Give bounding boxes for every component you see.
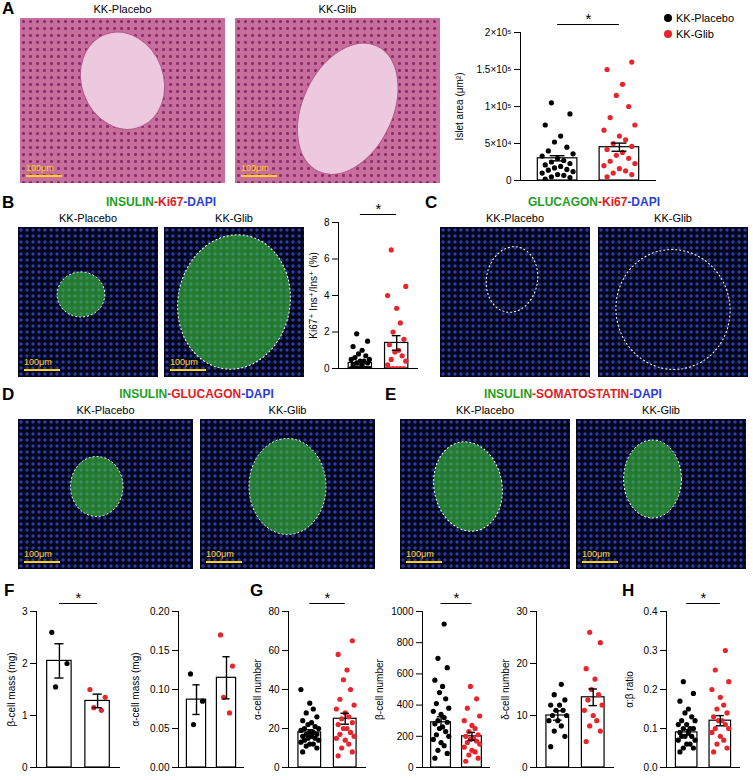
svg-text:α-cell mass (mg): α-cell mass (mg) [130,652,141,726]
html-text:H: H [622,581,635,600]
svg-text:10: 10 [516,710,528,721]
html-text:100μm: 100μm [406,549,434,559]
html-text:INSULIN -SOMATOSTATIN -DAPI: INSULIN -SOMATOSTATIN -DAPI [484,387,662,401]
html-text:100μm: 100μm [241,163,269,173]
svg-text:0.15: 0.15 [150,645,170,656]
svg-text:α-cell number: α-cell number [252,658,263,719]
svg-text:30: 30 [516,606,528,617]
svg-text:400: 400 [397,699,414,710]
html-text:100μm: 100μm [24,549,52,559]
html-text:B: B [2,193,15,212]
html-text:KK-Glib: KK-Glib [268,404,307,416]
html-text:KK-Placebo: KK-Placebo [93,3,152,15]
svg-text:δ-cell number: δ-cell number [500,659,511,720]
html-text:100μm: 100μm [24,357,52,367]
html-text:C: C [425,193,438,212]
svg-text:β-cell mass (mg): β-cell mass (mg) [6,652,17,726]
svg-text:40: 40 [268,684,280,695]
html-text:100μm: 100μm [206,549,234,559]
html-text:INSULIN -GLUCAGON -DAPI: INSULIN -GLUCAGON -DAPI [119,387,274,401]
svg-text:0.1: 0.1 [644,723,658,734]
svg-text:0.05: 0.05 [150,723,170,734]
html-text:KK-Glib: KK-Glib [676,28,714,40]
svg-text:Ki67⁺ Ins⁺/Ins⁺ (%): Ki67⁺ Ins⁺/Ins⁺ (%) [308,252,319,338]
svg-text:0: 0 [22,762,28,773]
svg-text:0.10: 0.10 [150,684,170,695]
html-text:KK-Placebo: KK-Placebo [59,212,117,224]
html-text:E: E [385,385,397,404]
html-text:KK-Placebo: KK-Placebo [456,404,514,416]
svg-text:4: 4 [324,290,330,301]
svg-text:0: 0 [506,175,512,186]
svg-text:0.4: 0.4 [644,606,658,617]
svg-text:0: 0 [408,762,414,773]
html-text:KK-Placebo: KK-Placebo [486,212,544,224]
svg-text:*: * [76,589,82,606]
html-text:100μm: 100μm [170,357,198,367]
svg-text:2: 2 [324,326,330,337]
html-text:D: D [2,385,15,404]
html-text:100μm: 100μm [26,163,54,173]
svg-text:0.2: 0.2 [644,684,658,695]
svg-text:8: 8 [324,217,330,228]
svg-text:6: 6 [324,253,330,264]
svg-text:2×10⁵: 2×10⁵ [485,27,512,38]
svg-text:5×10⁴: 5×10⁴ [485,138,512,149]
svg-text:0: 0 [522,762,528,773]
html-text:G: G [250,581,264,600]
html-text:A: A [2,0,15,18]
svg-text:200: 200 [397,731,414,742]
html-text:KK-Glib: KK-Glib [318,3,357,15]
svg-text:*: * [376,200,382,217]
html-text:KK-Glib: KK-Glib [654,212,692,224]
html-text:KK-Glib: KK-Glib [215,212,253,224]
svg-text:0.20: 0.20 [150,606,170,617]
html-text:KK-Glib: KK-Glib [642,404,680,416]
svg-text:0.3: 0.3 [644,645,658,656]
svg-text:800: 800 [397,637,414,648]
svg-text:0.00: 0.00 [150,762,170,773]
svg-text:600: 600 [397,668,414,679]
svg-text:0.0: 0.0 [644,762,658,773]
svg-text:Islet area (μm²): Islet area (μm²) [454,73,465,141]
svg-text:2: 2 [22,658,28,669]
svg-text:α:β ratio: α:β ratio [624,671,635,708]
svg-text:*: * [325,589,331,606]
svg-text:0: 0 [274,762,280,773]
html-text:100μm: 100μm [582,549,610,559]
svg-text:1.5×10⁵: 1.5×10⁵ [476,64,511,75]
html-text:KK-Placebo: KK-Placebo [676,12,735,24]
svg-text:1000: 1000 [391,606,414,617]
html-text:KK-Placebo: KK-Placebo [76,404,135,416]
svg-text:*: * [454,589,460,606]
svg-text:*: * [701,589,707,606]
html-text:F: F [4,581,15,600]
html-text:GLUCAGON -Ki67 -DAPI: GLUCAGON -Ki67 -DAPI [528,195,660,209]
svg-text:*: * [586,10,592,27]
svg-text:20: 20 [268,723,280,734]
svg-text:80: 80 [268,606,280,617]
svg-text:β-cell number: β-cell number [374,658,385,719]
svg-text:20: 20 [516,658,528,669]
svg-text:3: 3 [22,606,28,617]
svg-text:1×10⁵: 1×10⁵ [485,101,512,112]
svg-text:60: 60 [268,645,280,656]
svg-text:1: 1 [22,710,28,721]
svg-text:0: 0 [324,363,330,374]
html-text:INSULIN -Ki67 -DAPI: INSULIN -Ki67 -DAPI [106,195,216,209]
